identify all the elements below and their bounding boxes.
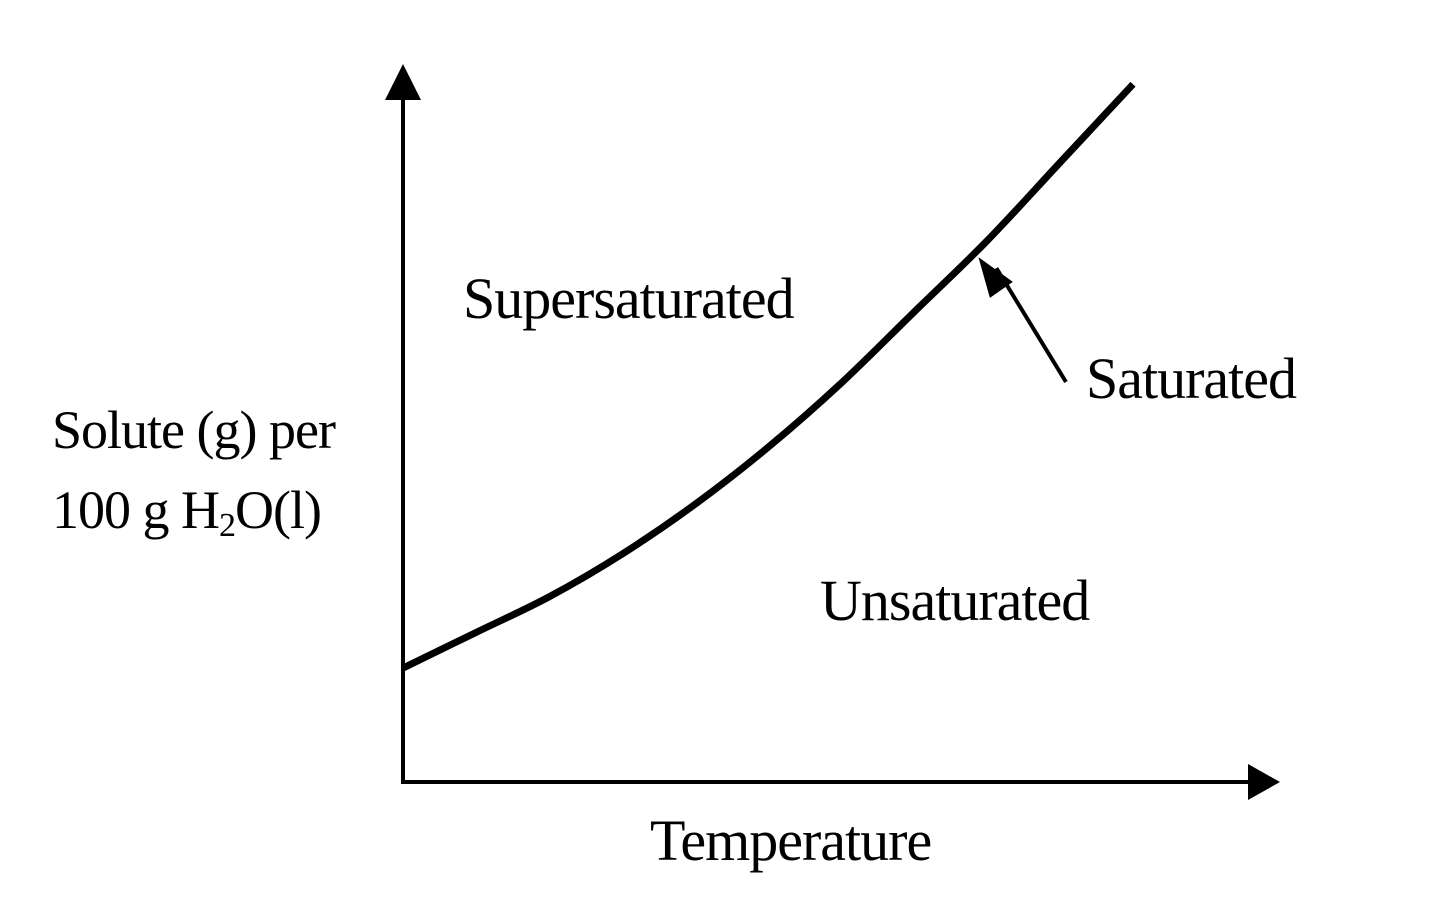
annotation-arrowhead [978,257,1013,298]
region-label-supersaturated: Supersaturated [463,266,795,331]
y-axis-label-line2-prefix: 100 g H [52,480,220,540]
y-axis-label: Solute (g) per 100 g H2O(l) [52,390,336,550]
annotation-arrow-shaft [994,267,1068,384]
annotation-layer [978,257,1068,384]
series-layer [401,81,1136,672]
annotation-label-saturated: Saturated [1086,346,1297,411]
y-axis-arrowhead [385,64,421,100]
saturation-curve [401,81,1136,672]
x-axis-label: Temperature [650,808,932,873]
y-axis-label-line2-suffix: O(l) [235,480,322,540]
region-label-unsaturated: Unsaturated [820,568,1090,633]
x-axis-arrowhead [1248,764,1280,800]
axes [385,64,1280,800]
y-axis-label-subscript: 2 [219,507,236,544]
y-axis-label-line2: 100 g H2O(l) [52,470,335,550]
y-axis-label-line1: Solute (g) per [52,400,336,460]
